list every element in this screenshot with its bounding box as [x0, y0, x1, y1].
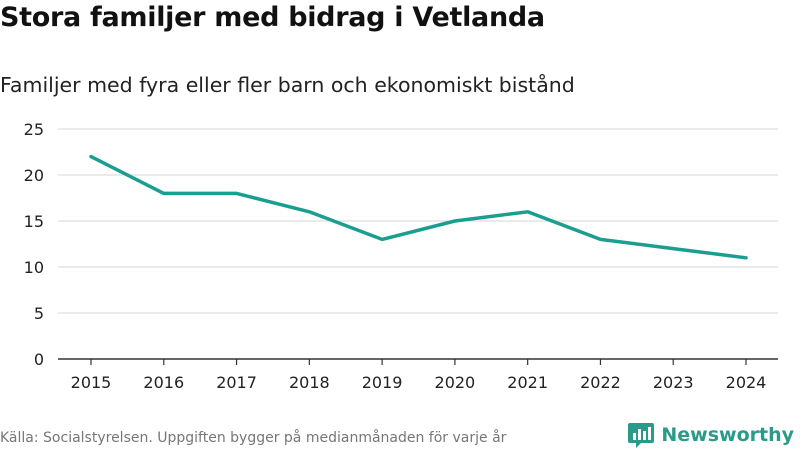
brand-logo: Newsworthy	[627, 421, 794, 449]
x-tick-label: 2019	[362, 373, 403, 392]
y-tick-label: 0	[34, 350, 44, 369]
y-tick-label: 10	[24, 258, 44, 277]
y-tick-label: 5	[34, 304, 44, 323]
y-tick-label: 25	[24, 120, 44, 139]
x-tick-label: 2015	[71, 373, 112, 392]
x-tick-label: 2022	[580, 373, 621, 392]
line-chart: 0 5 10 15 20 25 2015 2016 2017 2018 2019 2020 2021 20…	[24, 120, 778, 392]
source-note: Källa: Socialstyrelsen. Uppgiften bygger…	[0, 430, 507, 446]
x-tick-label: 2016	[143, 373, 184, 392]
chart-title: Stora familjer med bidrag i Vetlanda	[0, 2, 545, 33]
newsworthy-logo-icon	[628, 423, 655, 448]
x-tick-label: 2017	[216, 373, 257, 392]
brand-name: Newsworthy	[661, 424, 794, 446]
y-tick-label: 20	[24, 166, 44, 185]
x-tick-label: 2020	[435, 373, 476, 392]
chart-subtitle: Familjer med fyra eller fler barn och ek…	[0, 73, 575, 97]
y-tick-label: 15	[24, 212, 44, 231]
x-tick-label: 2023	[653, 373, 694, 392]
x-tick-label: 2021	[507, 373, 548, 392]
series-line-0	[89, 154, 748, 260]
x-tick-label: 2024	[726, 373, 767, 392]
x-tick-label: 2018	[289, 373, 330, 392]
